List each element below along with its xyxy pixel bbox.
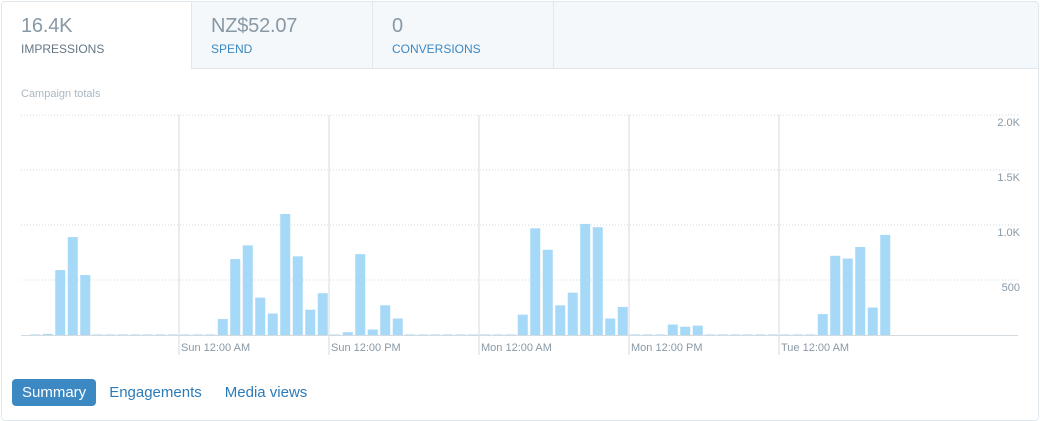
tab-summary[interactable]: Summary [12, 379, 97, 406]
bar [717, 334, 728, 336]
bar [242, 245, 253, 335]
bar [117, 334, 128, 336]
bar [455, 334, 466, 336]
view-tabs: Summary Engagements Media views [12, 379, 320, 406]
bar [30, 334, 41, 336]
bar [667, 324, 678, 335]
metric-spend-label: SPEND [211, 42, 253, 56]
metric-impressions[interactable]: 16.4K IMPRESSIONS [2, 2, 192, 69]
bar [142, 334, 153, 336]
metric-spend-value: NZ$52.07 [211, 15, 298, 37]
bar [230, 259, 241, 335]
bar [630, 334, 641, 336]
tab-media-views[interactable]: Media views [224, 384, 308, 401]
bar [492, 334, 503, 336]
bar [192, 334, 203, 336]
bar [817, 314, 828, 335]
bar [255, 297, 266, 335]
bar [430, 334, 441, 336]
bar [830, 255, 841, 335]
bar [267, 313, 278, 335]
y-tick-label: 1.5K [997, 172, 1020, 184]
bar [417, 334, 428, 336]
bar [467, 334, 478, 336]
bar [592, 227, 603, 335]
bar [92, 334, 103, 336]
bar [292, 256, 303, 335]
bar [867, 307, 878, 335]
bar [517, 314, 528, 335]
bar [755, 334, 766, 336]
bar [567, 292, 578, 335]
y-tick-label: 1.0K [997, 227, 1020, 239]
bar [380, 305, 391, 335]
bar [42, 333, 53, 335]
tab-engagements[interactable]: Engagements [109, 384, 202, 401]
y-tick-label: 500 [1002, 282, 1020, 294]
bar [767, 334, 778, 336]
y-tick-label: 2.0K [997, 117, 1020, 129]
x-tick-label: Sun 12:00 AM [181, 342, 250, 354]
bar [130, 334, 141, 336]
bar [542, 249, 553, 335]
x-tick-label: Mon 12:00 AM [481, 342, 552, 354]
bar [367, 329, 378, 335]
bar [505, 334, 516, 336]
bar [805, 334, 816, 336]
bar [342, 332, 353, 335]
x-tick-label: Tue 12:00 AM [781, 342, 849, 354]
campaign-totals-chart: 2.0K 1.5K 1.0K 500 Sun 12:00 AM Sun 12:00 PM M… [21, 114, 1021, 355]
bar [605, 318, 616, 335]
bar [55, 270, 66, 335]
metrics-bar: 16.4K IMPRESSIONS NZ$52.07 SPEND 0 CONVE… [2, 2, 1038, 69]
bar [705, 334, 716, 336]
metric-conversions-value: 0 [392, 15, 403, 37]
bar [642, 334, 653, 336]
bar [780, 334, 791, 336]
bar [67, 237, 78, 335]
bar [355, 254, 366, 335]
bar [855, 247, 866, 335]
bar [530, 228, 541, 335]
bar [730, 334, 741, 336]
metric-spend[interactable]: NZ$52.07 SPEND [192, 2, 373, 68]
bar [155, 334, 166, 336]
bar [392, 318, 403, 335]
bar [880, 234, 891, 335]
bar [442, 334, 453, 336]
bar [280, 214, 291, 335]
x-tick-label: Sun 12:00 PM [331, 342, 401, 354]
bar [692, 325, 703, 335]
bar [167, 334, 178, 336]
metric-impressions-value: 16.4K [21, 15, 73, 37]
bar [842, 258, 853, 335]
bar [217, 319, 228, 335]
bar [405, 334, 416, 336]
bar [555, 305, 566, 335]
bar [80, 275, 91, 335]
bar [792, 334, 803, 336]
bar [655, 334, 666, 336]
metric-conversions-label: CONVERSIONS [392, 42, 481, 56]
bar [680, 326, 691, 335]
bar [480, 334, 491, 336]
bar [617, 306, 628, 335]
bar [105, 334, 116, 336]
bar [180, 334, 191, 336]
bar [317, 293, 328, 335]
metric-conversions[interactable]: 0 CONVERSIONS [373, 2, 554, 68]
x-tick-label: Mon 12:00 PM [631, 342, 703, 354]
bar [305, 309, 316, 335]
bar [580, 223, 591, 335]
metric-impressions-label: IMPRESSIONS [21, 42, 105, 56]
chart-title: Campaign totals [21, 88, 101, 100]
bar [330, 334, 341, 336]
bar [205, 334, 216, 336]
bar [742, 334, 753, 336]
